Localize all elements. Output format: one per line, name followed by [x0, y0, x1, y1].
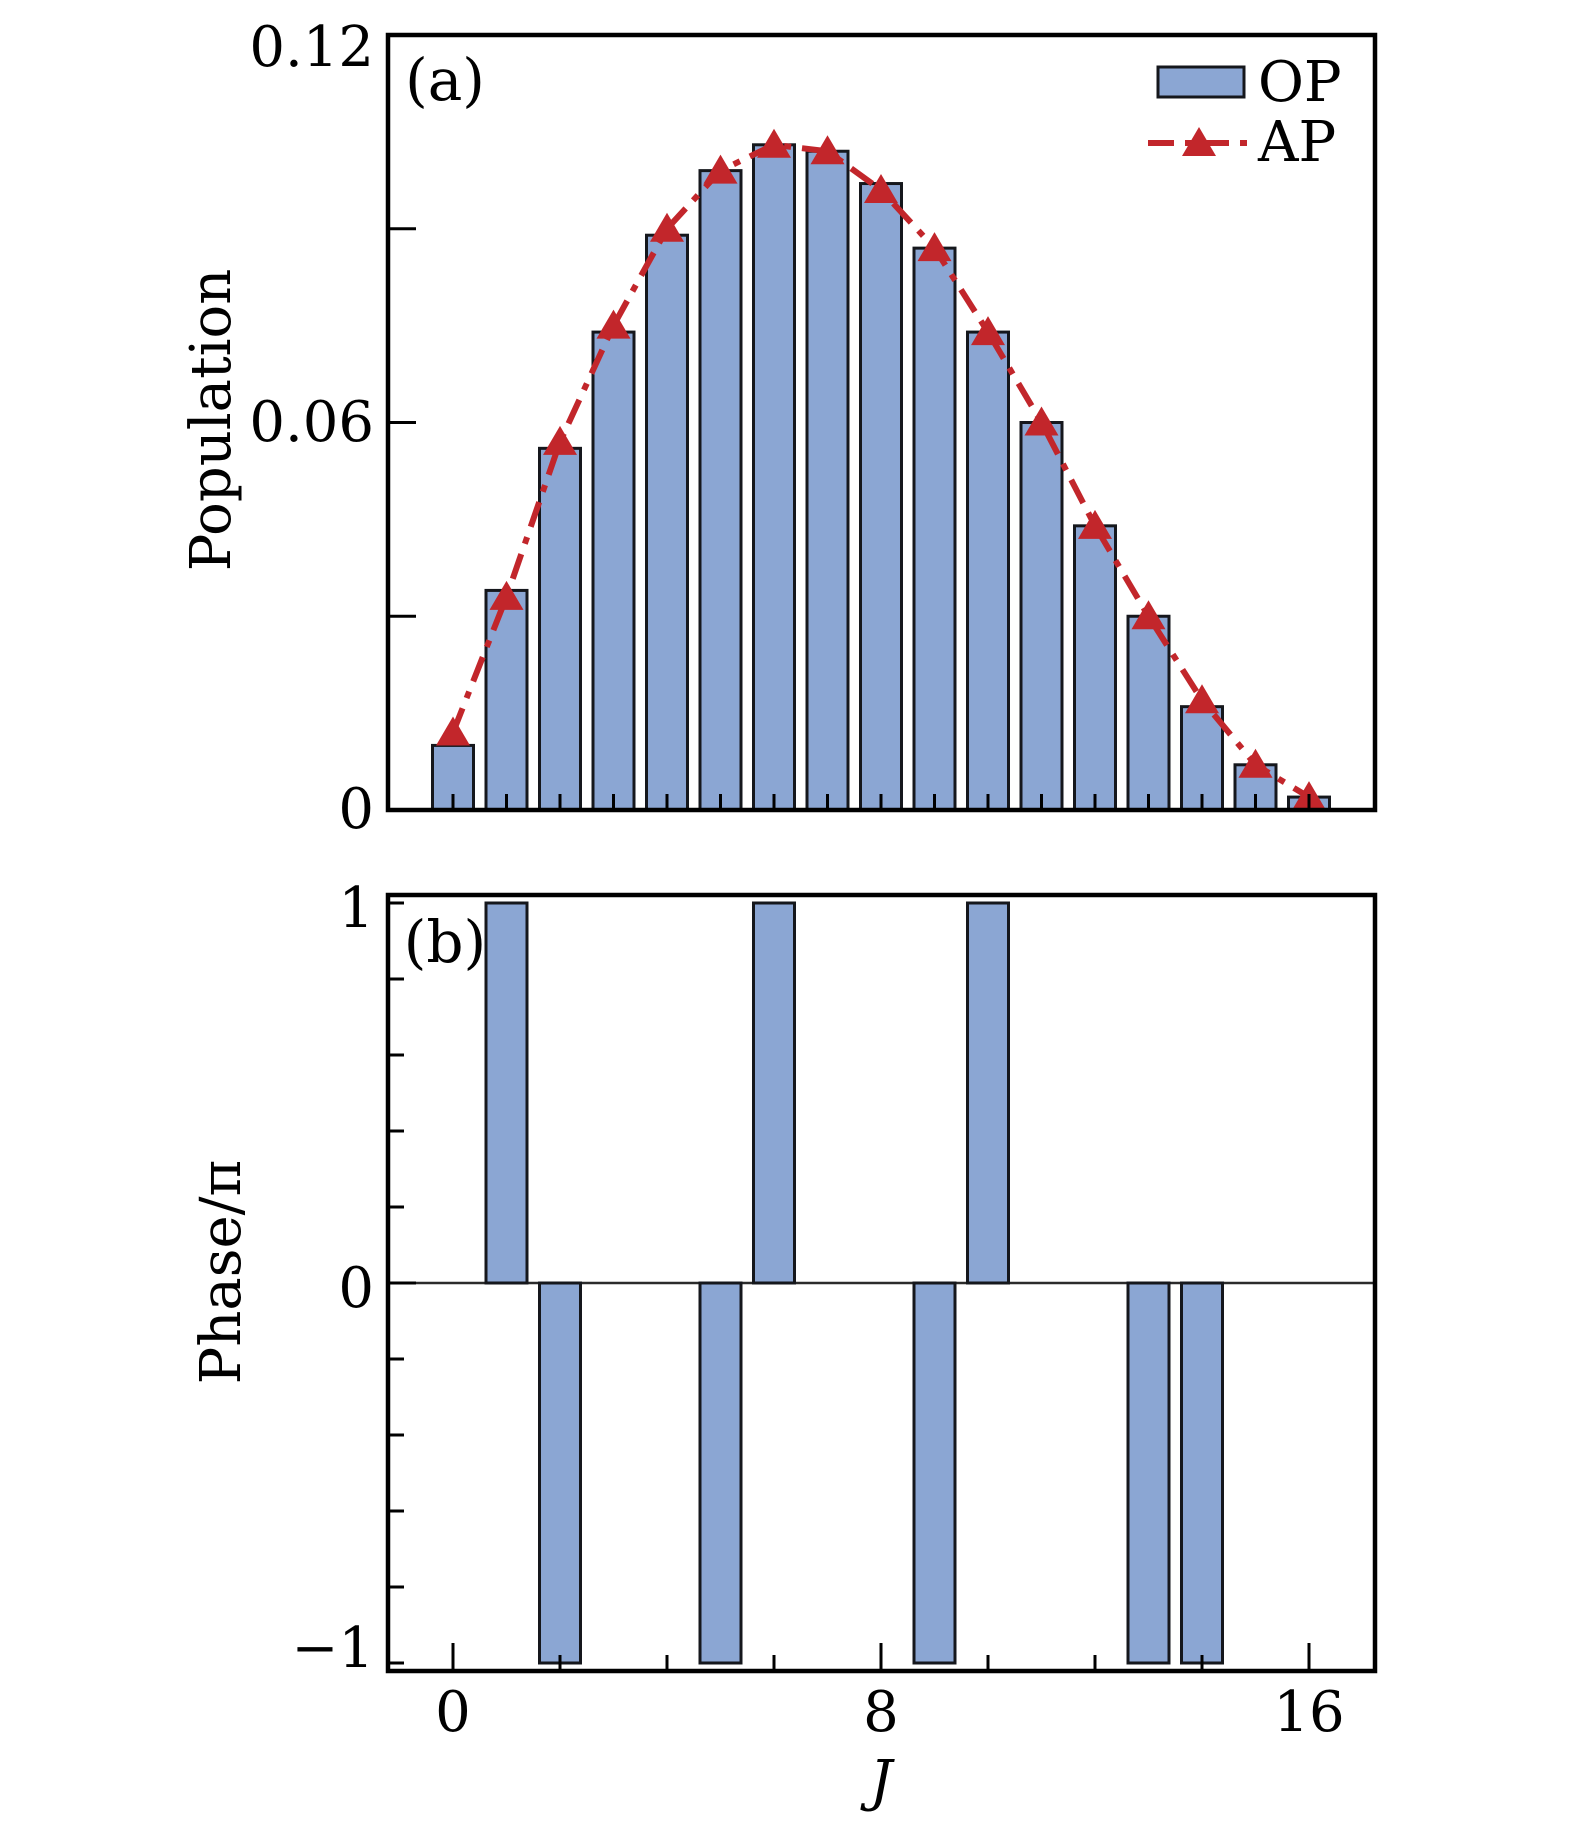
x-axis-label: J [869, 1749, 893, 1814]
ap-marker-triangle [1131, 600, 1166, 630]
ap-marker-triangle [757, 128, 791, 158]
panel-b-ytick-label: −1 [291, 1616, 374, 1681]
phase-bar [912, 1281, 957, 1665]
panel-a-frame [385, 32, 1378, 813]
panel-b-ytick-label: 1 [338, 876, 374, 941]
x-axis-tick-label: 8 [863, 1680, 899, 1745]
op-bar [912, 246, 957, 812]
legend-label-op: OP [1258, 50, 1342, 115]
legend-label-ap: AP [1258, 110, 1337, 175]
ap-marker-triangle [596, 309, 631, 339]
panel-a-ytick-label: 0.12 [249, 15, 374, 80]
phase-bar [484, 901, 529, 1285]
ap-marker-triangle [1024, 406, 1059, 436]
ap-line [450, 141, 1311, 800]
op-bar [1019, 421, 1064, 812]
phase-bar [538, 1281, 582, 1665]
ap-marker-triangle [810, 135, 845, 165]
panel-b-tag: (b) [403, 908, 487, 976]
panel-b-ylabel: Phase/π [189, 1159, 254, 1385]
panel-a-ytick-label: 0.06 [249, 389, 374, 455]
panel-b-ytick-label: 0 [338, 1256, 374, 1321]
ap-marker-triangle [1078, 509, 1112, 539]
panel-a-tag: (a) [405, 46, 485, 114]
x-axis-tick-label: 16 [1273, 1680, 1345, 1745]
op-bar [645, 233, 689, 812]
phase-bar [698, 1281, 743, 1665]
op-bar [859, 182, 903, 812]
op-bar [538, 446, 582, 812]
ap-marker-triangle [917, 232, 952, 262]
phase-bar [966, 901, 1010, 1285]
ap-marker-triangle [543, 425, 577, 455]
phase-bar [752, 901, 796, 1285]
op-bar [1126, 614, 1171, 812]
panel-a-ylabel: Population [179, 268, 244, 572]
op-bar [752, 143, 796, 812]
op-bar [698, 169, 743, 812]
op-bar [591, 330, 636, 812]
op-bar [805, 149, 850, 812]
op-bar [484, 588, 529, 812]
ap-marker-triangle [489, 580, 524, 610]
ap-marker-triangle [703, 154, 738, 184]
legend-op-swatch [1156, 65, 1246, 99]
panel-a-ytick-label: 0 [338, 777, 374, 842]
phase-bar [1180, 1281, 1224, 1665]
ap-marker-triangle [971, 316, 1005, 346]
ap-marker-triangle [864, 174, 898, 203]
ap-marker-triangle [1185, 684, 1219, 714]
op-bar [1073, 524, 1117, 812]
panel-b-frame [385, 892, 1378, 1674]
ap-marker-triangle [1238, 748, 1273, 778]
ap-marker-triangle [650, 212, 684, 242]
op-bar [966, 330, 1010, 812]
x-axis-tick-label: 0 [435, 1680, 471, 1745]
phase-bar [1126, 1281, 1171, 1665]
legend-ap-triangle [1182, 127, 1216, 156]
ap-marker-triangle [436, 716, 470, 746]
